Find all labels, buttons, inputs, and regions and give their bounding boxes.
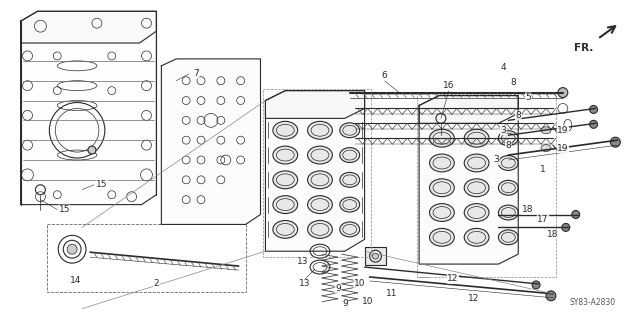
Text: 3: 3 xyxy=(493,156,500,164)
Text: 15: 15 xyxy=(58,205,70,214)
Text: 6: 6 xyxy=(382,71,387,80)
Text: 13: 13 xyxy=(299,279,311,288)
Text: 7: 7 xyxy=(193,69,199,78)
Ellipse shape xyxy=(307,220,332,238)
Text: 8: 8 xyxy=(515,111,521,120)
Text: FR.: FR. xyxy=(574,43,593,53)
Text: 12: 12 xyxy=(468,294,479,303)
Bar xyxy=(365,247,386,265)
Text: 3: 3 xyxy=(500,126,506,135)
Circle shape xyxy=(572,211,579,219)
Ellipse shape xyxy=(340,148,359,163)
Text: 17: 17 xyxy=(537,215,549,224)
Ellipse shape xyxy=(307,196,332,213)
Circle shape xyxy=(373,253,378,259)
Ellipse shape xyxy=(429,228,455,246)
Polygon shape xyxy=(419,96,518,123)
Bar xyxy=(264,89,370,257)
Ellipse shape xyxy=(498,131,518,146)
Ellipse shape xyxy=(464,204,489,221)
Ellipse shape xyxy=(429,179,455,197)
Ellipse shape xyxy=(429,154,455,172)
Ellipse shape xyxy=(273,220,298,238)
Text: 11: 11 xyxy=(385,289,397,298)
Ellipse shape xyxy=(541,127,551,134)
Text: 10: 10 xyxy=(354,279,365,288)
Text: 18: 18 xyxy=(547,230,559,239)
Circle shape xyxy=(562,223,570,231)
Text: 9: 9 xyxy=(342,299,347,308)
Text: 16: 16 xyxy=(443,81,455,90)
Text: 8: 8 xyxy=(510,78,516,87)
Bar xyxy=(48,224,245,292)
Ellipse shape xyxy=(498,156,518,171)
Polygon shape xyxy=(162,59,261,224)
Text: 8: 8 xyxy=(505,140,511,150)
Circle shape xyxy=(67,244,77,254)
Ellipse shape xyxy=(307,171,332,189)
Ellipse shape xyxy=(273,171,298,189)
Text: SY83-A2830: SY83-A2830 xyxy=(570,298,616,307)
Ellipse shape xyxy=(307,146,332,164)
Text: 19: 19 xyxy=(557,126,569,135)
Circle shape xyxy=(546,291,556,301)
Ellipse shape xyxy=(340,222,359,237)
Circle shape xyxy=(532,281,540,289)
Ellipse shape xyxy=(340,123,359,138)
Ellipse shape xyxy=(464,179,489,197)
Polygon shape xyxy=(20,11,157,204)
Text: 18: 18 xyxy=(522,205,534,214)
Text: 1: 1 xyxy=(540,165,546,174)
Circle shape xyxy=(590,120,597,128)
Ellipse shape xyxy=(307,121,332,139)
Ellipse shape xyxy=(340,197,359,212)
Polygon shape xyxy=(266,91,365,251)
Text: 14: 14 xyxy=(70,276,82,285)
Ellipse shape xyxy=(541,145,551,152)
Ellipse shape xyxy=(464,228,489,246)
Text: 15: 15 xyxy=(96,180,108,189)
Text: 9: 9 xyxy=(335,284,340,293)
Text: 13: 13 xyxy=(297,257,309,266)
Circle shape xyxy=(88,146,96,154)
Circle shape xyxy=(558,88,568,98)
Ellipse shape xyxy=(498,180,518,195)
Ellipse shape xyxy=(498,205,518,220)
Ellipse shape xyxy=(464,129,489,147)
Polygon shape xyxy=(20,11,157,43)
Bar xyxy=(417,93,556,277)
Text: 19: 19 xyxy=(557,144,569,153)
Ellipse shape xyxy=(273,196,298,213)
Polygon shape xyxy=(266,91,365,118)
Ellipse shape xyxy=(340,172,359,187)
Ellipse shape xyxy=(464,154,489,172)
Circle shape xyxy=(611,137,620,147)
Ellipse shape xyxy=(429,204,455,221)
Polygon shape xyxy=(419,96,518,264)
Ellipse shape xyxy=(498,230,518,245)
Ellipse shape xyxy=(273,121,298,139)
Circle shape xyxy=(590,106,597,113)
Text: 5: 5 xyxy=(526,93,531,102)
Text: 10: 10 xyxy=(362,297,373,306)
Text: 2: 2 xyxy=(153,279,159,288)
Text: 12: 12 xyxy=(447,275,458,284)
Ellipse shape xyxy=(429,129,455,147)
Text: 4: 4 xyxy=(501,63,506,72)
Ellipse shape xyxy=(273,146,298,164)
